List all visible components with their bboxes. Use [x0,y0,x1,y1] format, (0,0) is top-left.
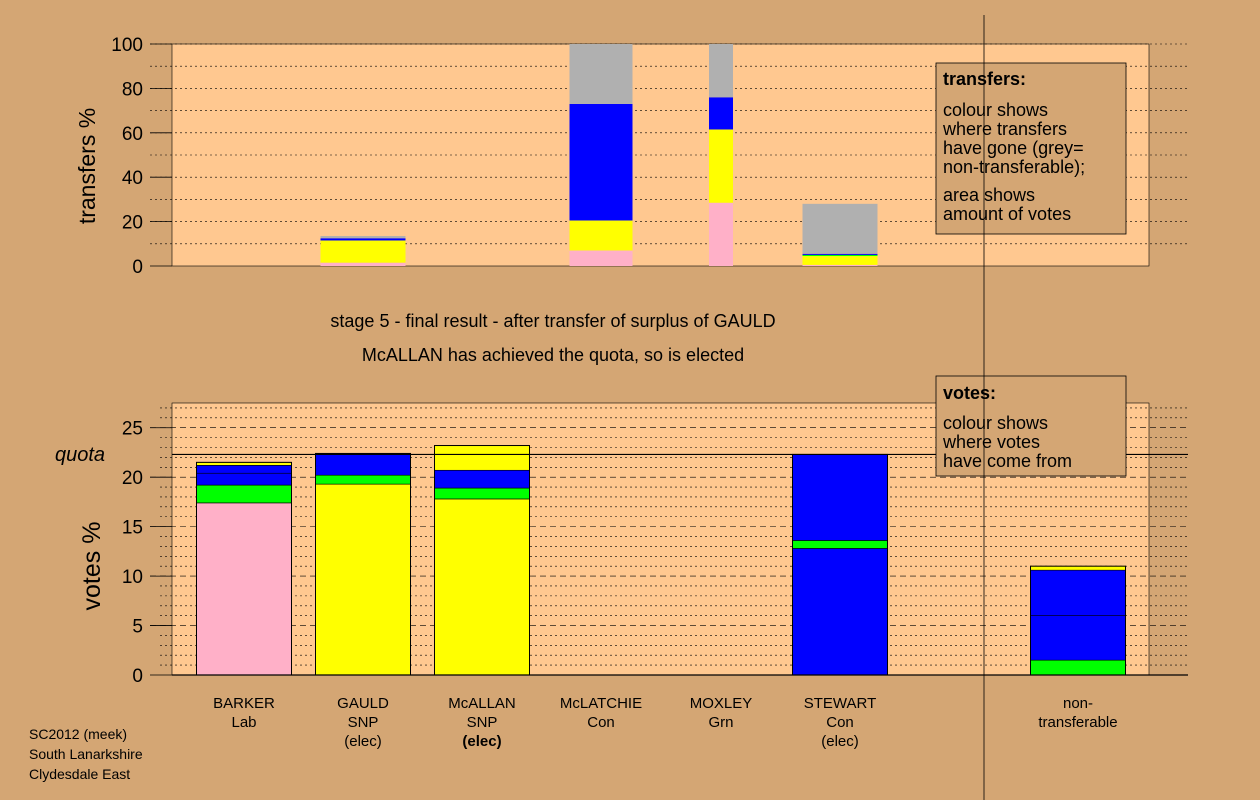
candidate-name: non- [1063,695,1093,712]
candidate-labels: BARKER Lab GAULD SNP (elec) McALLAN SNP (elec) M… [213,695,1117,750]
result-subtitle: McALLAN has achieved the quota, so is el… [362,345,744,365]
candidate-name: MOXLEY [690,695,753,712]
vote-bar-segment [434,498,530,676]
transfers-legend-line: non-transferable); [943,157,1085,177]
candidate-status: (elec) [821,733,859,750]
vote-bar-segment [1030,659,1126,676]
transfer-bar-segment [709,44,733,98]
y-tick-label: 80 [122,79,143,100]
transfers-legend-line: area shows [943,185,1035,205]
transfer-bar-segment [320,262,406,266]
transfer-bar-segment [569,250,633,266]
candidate-party: SNP [348,714,379,731]
transfer-bar-segment [802,203,878,254]
candidate-party: SNP [467,714,498,731]
transfer-bar-segment [569,220,633,251]
candidate-name: McALLAN [448,695,516,712]
y-tick-label: 20 [122,468,143,489]
transfers-y-label: transfers % [74,108,100,224]
y-tick-label: 60 [122,124,143,145]
transfer-bar-segment [802,254,878,257]
candidate-party: Con [826,714,854,731]
y-tick-label: 100 [111,35,143,56]
vote-bar-segment [315,474,411,485]
vote-bar-segment [196,502,292,676]
transfers-legend-line: have gone (grey= [943,138,1084,158]
candidate-name: GAULD [337,695,389,712]
votes-legend-line: where votes [942,432,1040,452]
votes-y-axis: 0 5 10 15 20 25 [122,419,172,687]
transfer-bar-segment [802,264,878,266]
y-tick-label: 10 [122,567,143,588]
y-tick-label: 0 [132,666,143,687]
vote-bar-segment [1030,569,1126,616]
candidate-party: transferable [1038,714,1117,731]
y-tick-label: 40 [122,168,143,189]
vote-bar-segment [434,487,530,500]
votes-legend-line: have come from [943,451,1072,471]
y-tick-label: 15 [122,518,143,539]
transfer-bar-segment [569,103,633,221]
footer-ward: Clydesdale East [29,766,130,782]
transfer-bar-segment [320,236,406,239]
transfers-y-axis: 0 20 40 60 80 100 [111,35,172,278]
y-tick-label: 25 [122,419,143,440]
transfers-legend: transfers: colour shows where transfers … [935,62,1127,235]
candidate-party: Grn [708,714,733,731]
votes-bars [196,445,1126,676]
votes-legend-title: votes: [943,383,996,403]
y-tick-label: 5 [132,617,143,638]
transfer-bar-segment [709,129,733,203]
candidate-status: (elec) [462,733,501,750]
vote-bar-segment [315,483,411,676]
stage-title: stage 5 - final result - after transfer … [330,311,775,331]
candidate-name: BARKER [213,695,275,712]
candidate-name: McLATCHIE [560,695,642,712]
transfer-bar-segment [802,253,878,255]
vote-bar-segment [434,445,530,471]
vote-bar-segment [792,540,888,549]
votes-legend-line: colour shows [943,413,1048,433]
vote-bar-segment [1030,615,1126,661]
footer-election: SC2012 (meek) [29,726,127,742]
y-tick-label: 0 [132,257,143,278]
transfers-legend-line: where transfers [942,119,1067,139]
quota-label: quota [55,444,105,466]
transfers-legend-line: colour shows [943,100,1048,120]
candidate-status: (elec) [344,733,382,750]
vote-bar-segment [196,472,292,486]
transfers-legend-title: transfers: [943,69,1026,89]
transfer-bar-segment [320,240,406,263]
footer-council: South Lanarkshire [29,746,143,762]
candidate-name: STEWART [804,695,877,712]
transfer-bar-segment [709,97,733,130]
vote-bar-segment [1030,565,1126,571]
transfer-bar-segment [709,202,733,266]
candidate-party: Con [587,714,615,731]
votes-legend: votes: colour shows where votes have com… [935,375,1127,477]
vote-bar-segment [196,484,292,504]
transfer-bar-segment [569,44,633,104]
transfer-bar-segment [802,256,878,265]
transfers-legend-line: amount of votes [943,204,1071,224]
transfers-bars [320,44,878,266]
vote-bar-segment [196,465,292,474]
vote-bar-segment [792,454,888,541]
y-tick-label: 20 [122,213,143,234]
vote-bar-segment [792,548,888,676]
transfer-bar-segment [320,238,406,241]
vote-bar-segment [315,453,411,476]
candidate-party: Lab [231,714,256,731]
votes-y-label: votes % [78,522,106,611]
vote-bar-segment [434,469,530,489]
